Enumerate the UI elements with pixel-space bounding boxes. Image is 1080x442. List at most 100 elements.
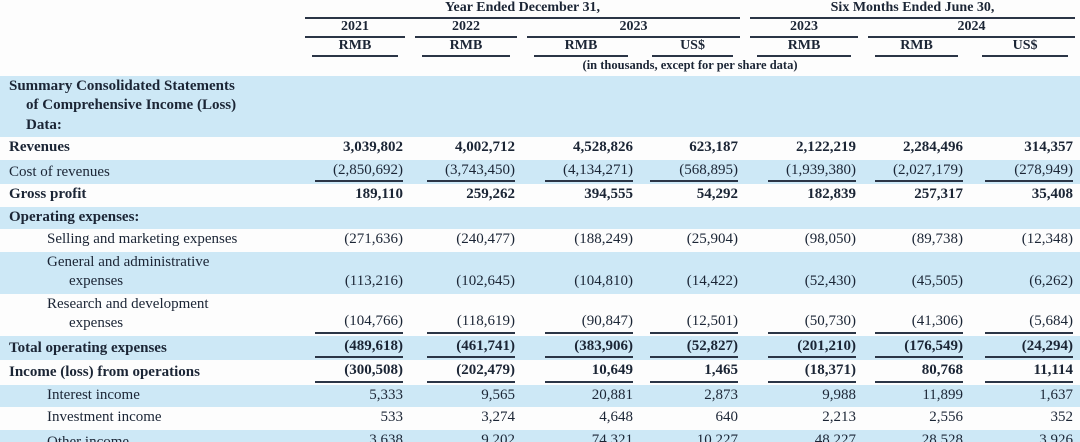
value-cell: (5,684) (970, 294, 1080, 336)
header-units-note-row: (in thousands, except for per share data… (0, 57, 1080, 75)
value-cell: (14,422) (640, 251, 746, 294)
header-currency-4: US$ (640, 38, 745, 58)
units-note: (in thousands, except for per share data… (582, 58, 798, 73)
value-cell: 48,227 (745, 429, 864, 442)
value-cell: (176,549) (863, 335, 971, 361)
value-cell: (201,210) (745, 335, 864, 361)
header-currency-3: RMB (522, 38, 640, 58)
value-cell: 80,768 (863, 360, 970, 385)
value-cell: 54,292 (696, 186, 739, 203)
value-cell: (18,371) (745, 360, 863, 385)
header-spacer (0, 19, 300, 38)
row-label: Total operating expenses (0, 335, 300, 361)
header-year-2023-annual: 2023 (522, 19, 745, 39)
table-row-investment-income: Investment income 533 3,274 4,648 640 2,… (0, 407, 1080, 430)
header-currency-7: US$ (970, 38, 1080, 58)
value-cell: 3,039,802 (343, 139, 403, 156)
value-cell: 257,317 (914, 186, 964, 203)
value-cell: 9,202 (410, 429, 522, 442)
value-cell: (25,904) (686, 231, 739, 248)
value-cell: (12,501) (640, 294, 745, 336)
value-cell: (41,306) (863, 294, 970, 336)
table-header: Year Ended December 31, Six Months Ended… (0, 0, 1080, 76)
table-row-income-loss-from-operations: Income (loss) from operations (300,508) … (0, 360, 1080, 385)
value-cell: 35,408 (1031, 186, 1074, 203)
value-cell: (90,847) (522, 294, 640, 336)
row-label: Selling and marketing expenses (47, 231, 238, 248)
value-cell: (6,262) (970, 251, 1080, 294)
table-row-selling-marketing: Selling and marketing expenses (271,636)… (0, 229, 1080, 252)
table-row-total-operating-expenses: Total operating expenses (489,618) (461,… (0, 335, 1080, 361)
value-cell: (52,430) (745, 251, 864, 294)
table-row-section-title: Summary Consolidated Statements of Compr… (0, 75, 1080, 138)
value-cell: 9,565 (410, 384, 522, 408)
section-title-line3: Data: (26, 116, 62, 133)
header-currencies: RMB RMB RMB US$ RMB RMB US$ (0, 38, 1080, 58)
value-cell: 533 (380, 409, 404, 426)
section-title-line2: of Comprehensive Income (Loss) (26, 97, 237, 114)
table-row-gross-profit: Gross profit 189,110 259,262 394,555 54,… (0, 184, 1080, 207)
row-label: Income (loss) from operations (9, 364, 200, 381)
value-cell: 394,555 (584, 186, 633, 203)
value-cell: 1,637 (970, 384, 1080, 408)
value-cell: (1,939,380) (745, 159, 864, 185)
table-row-cost-of-revenues: Cost of revenues (2,850,692) (3,743,450)… (0, 159, 1080, 185)
value-cell: (104,810) (522, 251, 640, 294)
value-cell: (89,738) (911, 231, 964, 248)
value-cell: (278,949) (970, 159, 1080, 185)
value-cell: 2,873 (640, 384, 746, 408)
header-period-groups: Year Ended December 31, Six Months Ended… (0, 0, 1080, 20)
header-year-2024: 2024 (863, 19, 1080, 39)
value-cell: 352 (1050, 409, 1074, 426)
header-currency-1: RMB (300, 38, 410, 58)
header-currency-5: RMB (745, 38, 863, 58)
header-spacer (0, 0, 300, 19)
value-cell: (489,618) (300, 335, 410, 361)
value-cell: (2,027,179) (863, 159, 971, 185)
value-cell: 74,321 (522, 429, 640, 442)
value-cell: (383,906) (522, 335, 640, 361)
header-spacer (0, 57, 300, 75)
row-label: Interest income (0, 384, 300, 408)
value-cell: 640 (715, 409, 739, 426)
value-cell: 623,187 (689, 139, 739, 156)
row-label: Revenues (9, 139, 70, 156)
header-years: 2021 2022 2023 2023 2024 (0, 19, 1080, 39)
value-cell: (102,645) (410, 251, 522, 294)
value-cell: 3,638 (300, 429, 410, 442)
value-cell: (3,743,450) (410, 159, 522, 185)
section-title: Summary Consolidated Statements of Compr… (0, 75, 300, 138)
value-cell: (240,477) (456, 231, 515, 248)
value-cell: 4,528,826 (573, 139, 633, 156)
header-currency-2: RMB (410, 38, 522, 58)
value-cell: (202,479) (410, 360, 522, 385)
value-cell: 3,926 (970, 429, 1080, 442)
value-cell: 2,122,219 (796, 139, 857, 156)
section-title-line1: Summary Consolidated Statements (9, 77, 235, 94)
table-body: Summary Consolidated Statements of Compr… (0, 75, 1080, 442)
value-cell: 28,528 (863, 429, 971, 442)
empty-cells (300, 75, 1080, 138)
row-label: Gross profit (9, 186, 87, 203)
table-row-revenues: Revenues 3,039,802 4,002,712 4,528,826 6… (0, 137, 1080, 160)
header-spacer (0, 38, 300, 57)
header-year-2023-interim: 2023 (745, 19, 863, 39)
value-cell: 2,213 (822, 409, 857, 426)
header-group-annual: Year Ended December 31, (300, 0, 745, 20)
value-cell: (45,505) (863, 251, 971, 294)
row-label: Cost of revenues (0, 159, 300, 185)
table-row-other-income: Other income 3,638 9,202 74,321 10,227 4… (0, 429, 1080, 442)
table-row-research-development: Research and development expenses (104,7… (0, 294, 1080, 336)
table-row-general-administrative: General and administrative expenses (113… (0, 251, 1080, 294)
header-group-interim: Six Months Ended June 30, (745, 0, 1080, 20)
value-cell: 20,881 (522, 384, 640, 408)
header-group-interim-label: Six Months Ended June 30, (750, 0, 1076, 20)
value-cell: (24,294) (970, 335, 1080, 361)
value-cell: 5,333 (300, 384, 410, 408)
value-cell: 189,110 (355, 186, 403, 203)
value-cell: (50,730) (745, 294, 863, 336)
value-cell: 11,899 (863, 384, 971, 408)
value-cell: 2,284,496 (903, 139, 964, 156)
value-cell: (118,619) (410, 294, 522, 336)
row-label: Other income (0, 429, 300, 442)
